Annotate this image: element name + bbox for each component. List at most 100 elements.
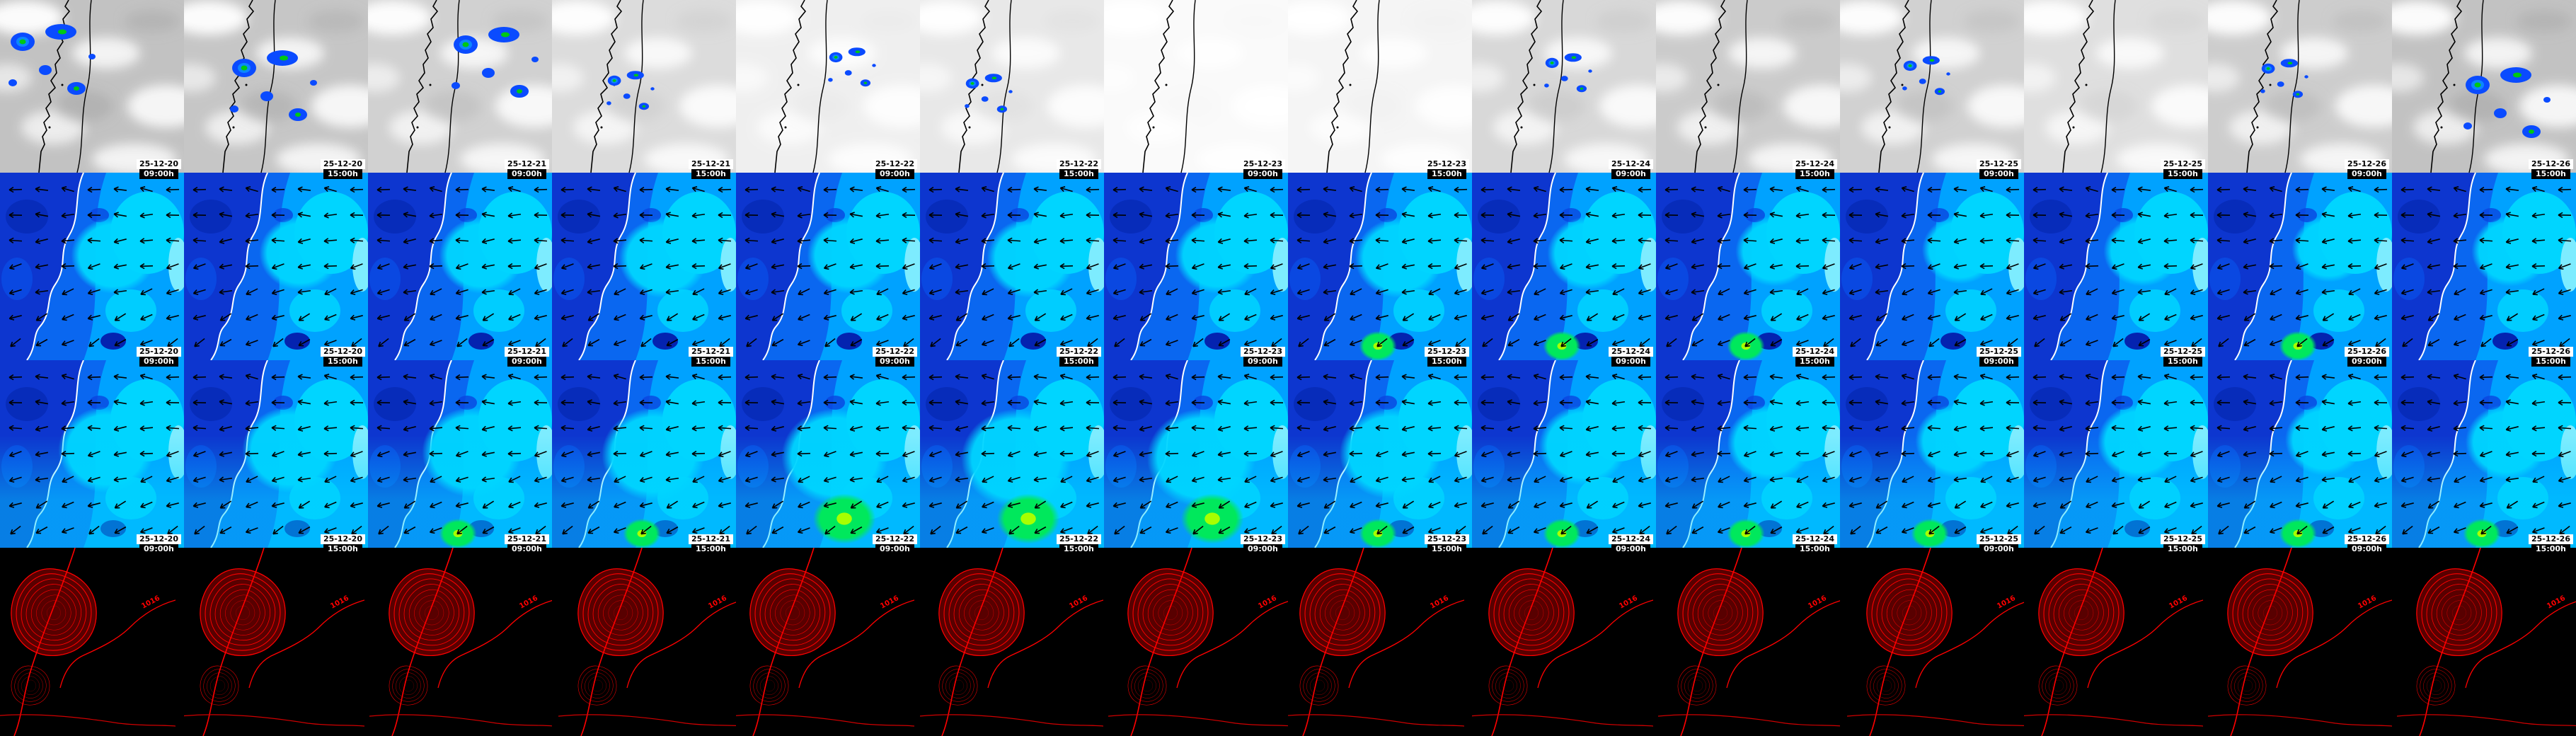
wave-green-patch: [1718, 511, 1774, 548]
timestamp-date: 25-12-21: [504, 534, 549, 544]
cyan-patch: [243, 202, 357, 305]
wave-green-patch: [1718, 323, 1774, 360]
timestamp-badge: 25-12-25 15:00h: [2160, 534, 2205, 554]
timestamp-time: 09:00h: [1979, 357, 2018, 367]
timestamp-time: 09:00h: [875, 544, 914, 554]
timestamp-date: 25-12-22: [1056, 534, 1101, 544]
map-image: [2024, 0, 2208, 173]
forecast-panel-wind-field-lower: 25-12-20 15:00h: [184, 360, 368, 554]
timestamp-date: 25-12-23: [1240, 347, 1285, 357]
wind-arrows-layer: [920, 173, 1104, 360]
forecast-panel-wind-field-lower: 25-12-25 15:00h: [2024, 360, 2208, 554]
map-image: [184, 0, 368, 173]
wind-arrows-layer: [184, 173, 368, 360]
forecast-panel-pressure-contours: [2392, 548, 2576, 736]
forecast-panel-satellite: 25-12-25 15:00h: [2024, 0, 2208, 179]
timestamp-time: 09:00h: [1611, 544, 1650, 554]
map-image: [920, 360, 1104, 548]
forecast-panel-satellite: 25-12-20 15:00h: [184, 0, 368, 179]
cyan-patch: [403, 390, 541, 515]
forecast-panel-satellite: 25-12-24 09:00h: [1472, 0, 1656, 179]
timestamp-time: 15:00h: [1795, 544, 1834, 554]
timestamp-time: 15:00h: [1427, 169, 1466, 179]
cyan-patch: [1338, 202, 1461, 314]
precipitation-layer: [2455, 61, 2554, 153]
precipitation-layer: [1898, 52, 1953, 103]
map-image: [1656, 548, 1840, 736]
pressure-contour-map: [369, 548, 552, 736]
forecast-panel-wind-field-upper: 25-12-23 09:00h: [1104, 173, 1288, 367]
timestamp-badge: 25-12-22 15:00h: [1056, 159, 1101, 179]
timestamp-badge: 25-12-23 15:00h: [1424, 159, 1469, 179]
timestamp-time: 15:00h: [2163, 357, 2202, 367]
wave-green-patch: [1350, 323, 1406, 360]
forecast-panel-wind-field-upper: 25-12-22 09:00h: [736, 173, 920, 367]
forecast-panel-satellite: 25-12-20 09:00h: [0, 0, 184, 179]
timestamp-time: 15:00h: [2531, 357, 2570, 367]
forecast-panel-satellite: 25-12-22 15:00h: [920, 0, 1104, 179]
map-image: [1656, 173, 1840, 360]
cyan-patch: [1531, 202, 1645, 305]
map-image: [2024, 360, 2208, 548]
forecast-panel-wind-field-lower: 25-12-26 15:00h: [2392, 360, 2576, 554]
forecast-panel-pressure-contours: [552, 548, 736, 736]
forecast-panel-pressure-contours: [920, 548, 1104, 736]
map-image: [1288, 0, 1472, 173]
timestamp-time: 09:00h: [139, 169, 178, 179]
coastline-layer: [1656, 0, 1840, 173]
timestamp-time: 15:00h: [1059, 357, 1098, 367]
map-image: [1104, 0, 1288, 173]
map-image: [1104, 360, 1288, 548]
timestamp-time: 09:00h: [1979, 544, 2018, 554]
timestamp-date: 25-12-24: [1792, 159, 1837, 169]
cloud-cover-layer: [1104, 0, 1288, 173]
pressure-contour-map: [184, 548, 364, 736]
forecast-panel-pressure-contours: [1656, 548, 1840, 736]
timestamp-time: 15:00h: [691, 169, 730, 179]
timestamp-time: 09:00h: [139, 357, 178, 367]
timestamp-badge: 25-12-24 15:00h: [1792, 159, 1837, 179]
wind-arrows-layer: [1840, 360, 2024, 548]
map-image: [552, 173, 736, 360]
forecast-panel-wind-field-upper: 25-12-24 15:00h: [1656, 173, 1840, 367]
map-image: [1472, 173, 1656, 360]
map-image: [2392, 360, 2576, 548]
pressure-contour-map: [0, 548, 176, 736]
row-pressure-contours: [0, 548, 2576, 736]
cyan-patch: [2081, 390, 2197, 495]
forecast-panel-satellite: 25-12-25 09:00h: [1840, 0, 2024, 179]
timestamp-badge: 25-12-22 09:00h: [872, 347, 917, 367]
map-image: [1656, 0, 1840, 173]
pressure-contour-map: [736, 548, 914, 736]
wind-arrows-layer: [0, 173, 184, 360]
timestamp-badge: 25-12-25 09:00h: [1976, 534, 2021, 554]
cyan-patch: [224, 390, 357, 510]
cloud-cover-layer: [2208, 0, 2392, 173]
forecast-panel-wind-field-upper: 25-12-21 09:00h: [368, 173, 552, 367]
wind-arrows-layer: [2024, 360, 2208, 548]
precipitation-layer: [0, 18, 99, 110]
timestamp-time: 15:00h: [1795, 357, 1834, 367]
wave-green-patch: [614, 511, 670, 548]
timestamp-time: 15:00h: [323, 357, 362, 367]
forecast-panel-pressure-contours: [1472, 548, 1656, 736]
timestamp-badge: 25-12-26 09:00h: [2344, 159, 2389, 179]
forecast-panel-wind-field-lower: 25-12-25 09:00h: [1840, 360, 2024, 554]
precipitation-layer: [222, 44, 321, 136]
map-image: [0, 548, 184, 736]
precipitation-layer: [443, 21, 542, 113]
map-image: [2024, 548, 2208, 736]
forecast-panel-pressure-contours: [2024, 548, 2208, 736]
timestamp-badge: 25-12-25 15:00h: [2160, 347, 2205, 367]
map-image: [552, 0, 736, 173]
timestamp-date: 25-12-20: [136, 534, 181, 544]
map-image: [1104, 548, 1288, 736]
timestamp-date: 25-12-26: [2528, 347, 2573, 357]
map-image: [0, 360, 184, 548]
timestamp-time: 15:00h: [2531, 169, 2570, 179]
timestamp-time: 15:00h: [1059, 544, 1098, 554]
wind-arrows-layer: [552, 360, 736, 548]
wave-green-patch: [1534, 323, 1590, 360]
map-image: [736, 548, 920, 736]
